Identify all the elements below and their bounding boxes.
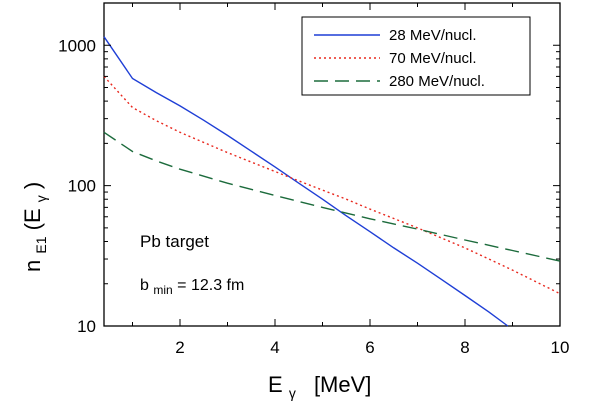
legend-label-280: 280 MeV/nucl. [389,73,485,90]
series-layer [103,36,561,327]
series-line-2 [103,131,561,262]
y-tick-label: 1000 [58,36,96,55]
y-axis-title-sub2: γ [33,195,49,202]
legend-box [301,16,531,96]
y-axis-title-n: n [20,260,45,272]
x-tick-label: 10 [551,338,570,357]
legend-label-28: 28 MeV/nucl. [389,27,477,44]
plot-frame [103,2,561,327]
annotation-target: Pb target [140,232,209,251]
y-axis-title-sub: E1 [33,236,49,253]
y-axis-title-close: ) [20,182,45,189]
x-tick-label: 4 [270,338,279,357]
annotation-bmin: b min = 12.3 fm [140,277,244,298]
x-tick-label: 2 [175,338,184,357]
annotation-bmin-b: b [140,277,149,294]
tick-layer: 2 4 6 8 10 10 100 1000 [58,2,570,357]
annotation-bmin-value: = 12.3 fm [177,277,244,294]
legend: 28 MeV/nucl. 70 MeV/nucl. 280 MeV/nucl. [301,16,531,96]
x-tick-label: 8 [460,338,469,357]
y-axis-title: n E1 (E γ ) [20,182,51,272]
series-line-0 [103,36,509,327]
y-tick-label: 100 [68,177,96,196]
y-axis-title-mid: (E [20,208,45,230]
series-line-1 [103,75,561,295]
x-tick-label: 6 [365,338,374,357]
x-axis-title-main: E [268,372,283,397]
y-tick-label: 10 [77,317,96,336]
annotation-bmin-sub: min [153,283,172,297]
x-axis-title-unit: [MeV] [314,372,371,397]
legend-label-70: 70 MeV/nucl. [389,50,477,67]
x-axis-title: E γ [MeV] [268,372,371,403]
x-axis-title-sub: γ [289,385,296,401]
